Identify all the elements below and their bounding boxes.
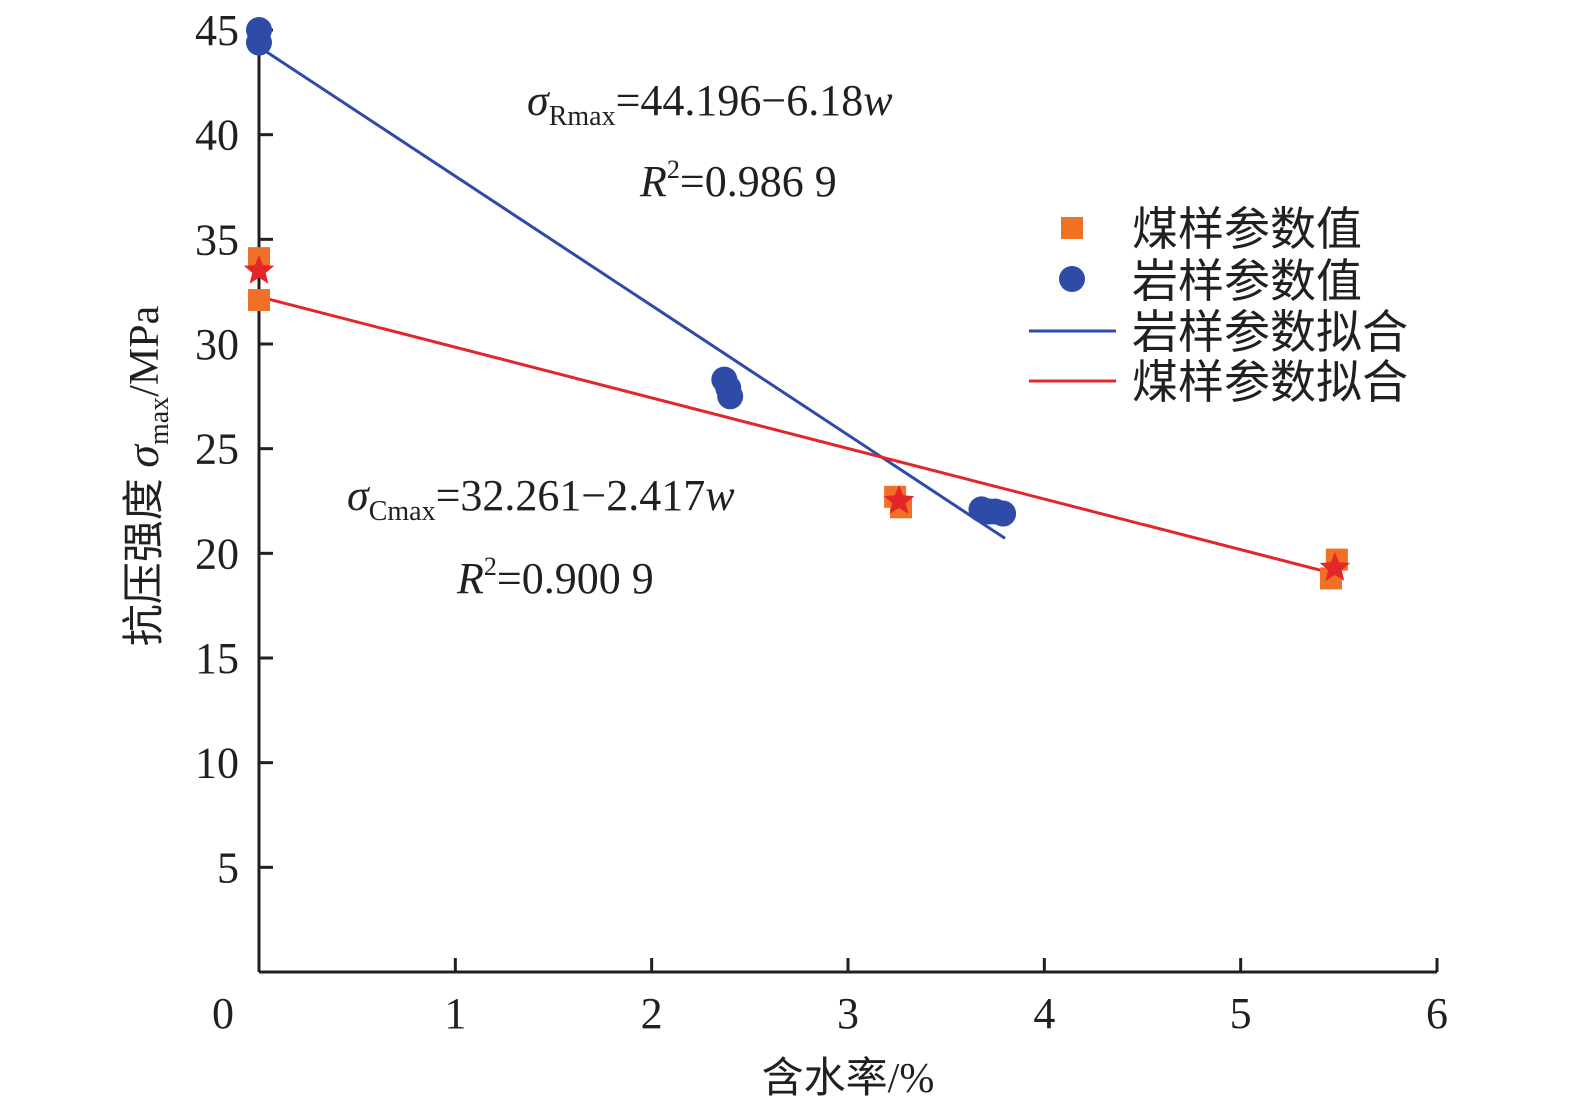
y-tick-label: 45: [195, 6, 239, 55]
y-axis-title-symbol: σ: [117, 443, 168, 468]
x-tick-label: 2: [641, 989, 663, 1038]
annotation-coal-fit: σCmax=32.261−2.417w R2=0.900 9: [347, 471, 735, 603]
y-tick-label: 40: [195, 111, 239, 160]
legend: 煤样参数值 岩样参数值 岩样参数拟合 煤样参数拟合: [1029, 204, 1408, 408]
rock-fit-r2-sup: 2: [667, 155, 680, 184]
y-axis-title-subscript: max: [144, 397, 175, 445]
coal-fit-r2-value: =0.900 9: [497, 554, 654, 603]
coal-data-point: [248, 289, 270, 312]
mean-star-marker: [243, 254, 275, 284]
legend-label-coal-fit: 煤样参数拟合: [1132, 357, 1408, 408]
coal-fit-equation: σCmax=32.261−2.417w: [347, 471, 735, 527]
rock-fit-r2-value: =0.986 9: [680, 157, 837, 206]
annotation-rock-fit: σRmax=44.196−6.18w R2=0.986 9: [527, 76, 893, 206]
y-tick-label: 25: [195, 425, 239, 474]
x-tick-label: 0: [212, 989, 234, 1038]
y-ticks: 5 10 15 20 25 30 35 40 45: [195, 6, 273, 892]
rock-data-point: [717, 383, 744, 410]
coal-fit-subscript: Cmax: [369, 496, 436, 527]
y-axis-title-prefix: 抗压强度: [121, 468, 168, 647]
x-tick-label: 3: [837, 989, 859, 1038]
x-tick-label: 6: [1426, 989, 1448, 1038]
rock-fit-expression: =44.196−6.18: [616, 76, 864, 125]
y-tick-label: 20: [195, 529, 239, 578]
x-tick-label: 1: [444, 989, 466, 1038]
rock-data-point: [990, 500, 1017, 527]
fit-lines: [258, 45, 1340, 577]
coal-fit-r2-sup: 2: [484, 552, 497, 581]
legend-label-rock-fit: 岩样参数拟合: [1132, 307, 1408, 358]
legend-label-rock-values: 岩样参数值: [1132, 256, 1362, 307]
rock-fit-variable: w: [863, 76, 893, 125]
x-ticks: 0 1 2 3 4 5 6: [212, 958, 1448, 1038]
rock-fit-subscript: Rmax: [549, 101, 616, 132]
rock-data-point: [246, 29, 272, 56]
legend-square-marker: [1061, 217, 1083, 239]
y-tick-label: 5: [217, 843, 239, 892]
coal-fit-variable: w: [705, 471, 735, 520]
x-axis-title: 含水率/%: [762, 1055, 935, 1102]
y-axis-title: 抗压强度 σmax/MPa: [117, 305, 175, 646]
data-marks: [243, 17, 1351, 590]
coal-fit-r2: R2=0.900 9: [456, 552, 654, 603]
coal-fit-r2-symbol: R: [456, 554, 484, 603]
coal-fit-symbol: σ: [347, 471, 371, 520]
coal-fit-expression: =32.261−2.417: [436, 471, 706, 520]
rock-fit-r2-symbol: R: [639, 157, 667, 206]
rock-fit-r2: R2=0.986 9: [639, 155, 837, 206]
x-tick-label: 4: [1033, 989, 1055, 1038]
y-tick-label: 10: [195, 739, 239, 788]
rock-fit-symbol: σ: [527, 76, 551, 125]
y-tick-label: 35: [195, 215, 239, 264]
y-tick-label: 15: [195, 634, 239, 683]
fit-line-coal: [258, 295, 1340, 577]
legend-circle-marker: [1059, 266, 1085, 292]
legend-label-coal-values: 煤样参数值: [1132, 204, 1362, 255]
y-axis-title-suffix: /MPa: [122, 305, 168, 396]
x-tick-label: 5: [1230, 989, 1252, 1038]
rock-fit-equation: σRmax=44.196−6.18w: [527, 76, 893, 132]
y-tick-label: 30: [195, 320, 239, 369]
mean-star-marker: [1319, 552, 1351, 581]
mean-star-marker: [883, 485, 915, 514]
